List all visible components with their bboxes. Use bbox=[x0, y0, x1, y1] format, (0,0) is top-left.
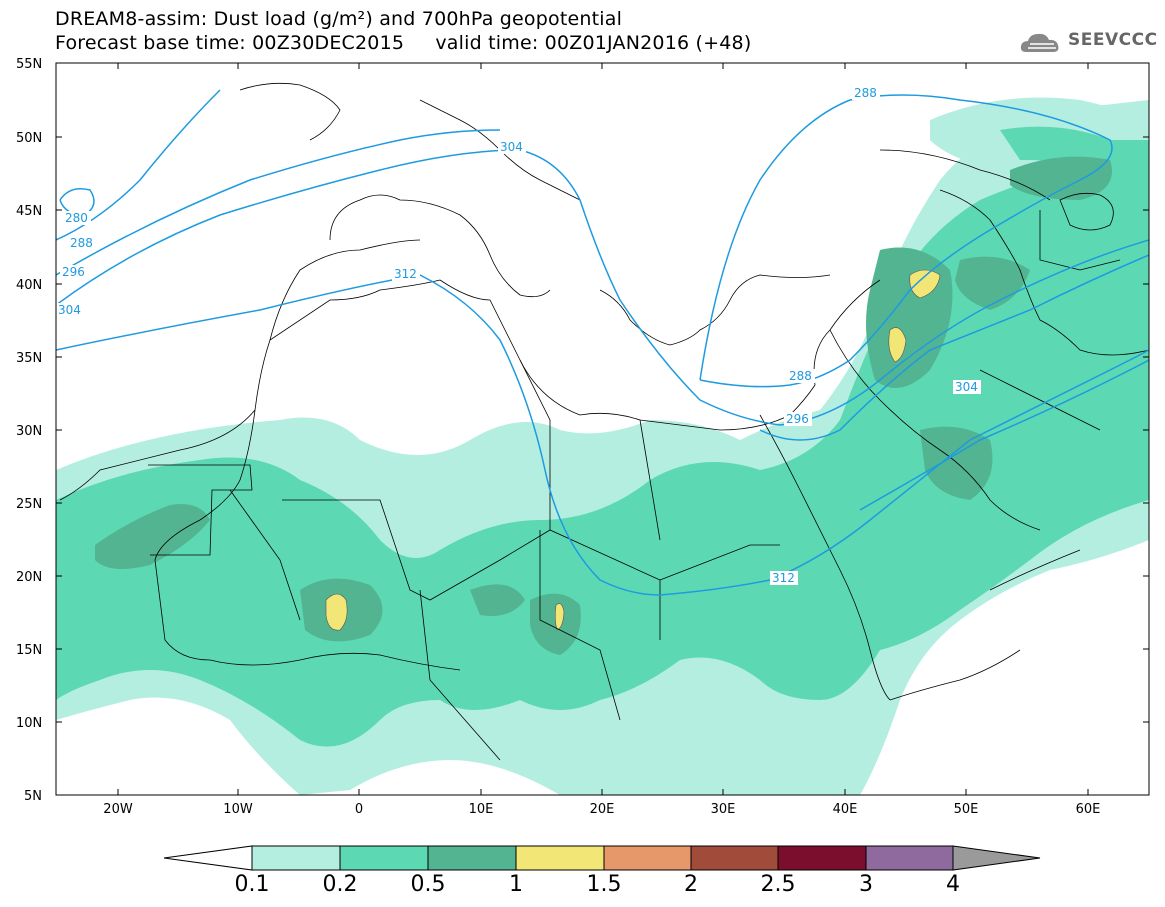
lat-label: 20N bbox=[16, 570, 42, 585]
colorbar-tick-label: 0.1 bbox=[235, 872, 270, 897]
dust-region-medium-ne bbox=[1000, 126, 1149, 170]
lat-label: 45N bbox=[16, 204, 42, 219]
dust-region-very-strong-iraq bbox=[888, 327, 907, 363]
logo-text: SEEVCCC bbox=[1068, 30, 1158, 50]
colorbar-swatch bbox=[865, 845, 954, 871]
seevccc-cloud-logo-icon bbox=[1020, 33, 1059, 52]
colorbar-swatch bbox=[339, 845, 429, 871]
colorbar-swatch bbox=[251, 845, 341, 871]
map-title: DREAM8-assim: Dust load (g/m²) and 700hP… bbox=[55, 8, 623, 30]
dust-load-field bbox=[56, 97, 1149, 795]
dust-region-strong-caspian bbox=[1010, 156, 1112, 200]
colorbar-tick-label: 1.5 bbox=[587, 872, 622, 897]
lon-label: 10W bbox=[223, 802, 253, 817]
lon-label: 50E bbox=[954, 802, 979, 817]
dust-region-strong-libya bbox=[470, 584, 525, 616]
contour-label: 296 bbox=[786, 412, 809, 426]
contour-label: 304 bbox=[500, 140, 523, 154]
lon-label: 60E bbox=[1076, 802, 1101, 817]
colorbar-tick-label: 0.5 bbox=[411, 872, 446, 897]
colorbar-swatch bbox=[603, 845, 692, 871]
colorbar-labels: 0.1 0.2 0.5 1 1.5 2 2.5 3 4 bbox=[235, 872, 961, 897]
map-subtitle: Forecast base time: 00Z30DEC2015 valid t… bbox=[55, 32, 752, 54]
lon-label: 40E bbox=[833, 802, 858, 817]
lon-label: 0 bbox=[355, 802, 363, 817]
contour-label: 288 bbox=[854, 86, 877, 100]
coastlines bbox=[59, 82, 1149, 761]
dust-region-strong-west bbox=[95, 504, 210, 569]
lat-label: 30N bbox=[16, 424, 42, 439]
contour-label: 280 bbox=[65, 211, 88, 225]
lon-label: 20E bbox=[590, 802, 615, 817]
lon-label: 20W bbox=[103, 802, 133, 817]
dust-region-strong-iran bbox=[955, 256, 1030, 310]
dust-region-very-strong-mali bbox=[325, 593, 348, 631]
colorbar-tick-label: 1 bbox=[509, 872, 523, 897]
contour-304-east bbox=[759, 254, 1149, 441]
longitude-labels: 20W 10W 0 10E 20E 30E 40E 50E 60E bbox=[103, 802, 1100, 817]
colorbar-tick-label: 0.2 bbox=[323, 872, 358, 897]
lat-label: 25N bbox=[16, 497, 42, 512]
colorbar-tick-label: 2 bbox=[684, 872, 698, 897]
dust-region-strong-chad bbox=[530, 593, 581, 655]
colorbar-tick-label: 3 bbox=[859, 872, 873, 897]
latitude-labels: 55N 50N 45N 40N 35N 30N 25N 20N 15N 10N … bbox=[16, 57, 42, 804]
lat-label: 5N bbox=[24, 789, 42, 804]
contour-312-east bbox=[859, 359, 1149, 511]
colorbar-swatch bbox=[427, 845, 517, 871]
lon-label: 10E bbox=[469, 802, 494, 817]
dust-region-very-strong-chad bbox=[554, 603, 565, 631]
contour-288-north bbox=[699, 94, 1113, 388]
geopotential-contours bbox=[56, 89, 1149, 596]
lat-label: 40N bbox=[16, 278, 42, 293]
contour-label: 288 bbox=[70, 236, 93, 250]
contour-label: 304 bbox=[955, 380, 978, 394]
colorbar bbox=[163, 845, 1041, 871]
lat-label: 15N bbox=[16, 643, 42, 658]
contour-296 bbox=[56, 129, 501, 276]
colorbar-swatch bbox=[515, 845, 605, 871]
contour-label: 296 bbox=[62, 265, 85, 279]
contour-label: 312 bbox=[394, 267, 417, 281]
colorbar-swatch bbox=[690, 845, 779, 871]
lat-label: 55N bbox=[16, 57, 42, 72]
contour-304-mid bbox=[56, 149, 1149, 426]
contour-288-west bbox=[56, 89, 221, 241]
colorbar-swatch bbox=[777, 845, 867, 871]
dust-region-strong-gulf bbox=[920, 426, 993, 500]
colorbar-tick-label: 2.5 bbox=[761, 872, 796, 897]
colorbar-tick-label: 4 bbox=[946, 872, 960, 897]
lat-label: 50N bbox=[16, 131, 42, 146]
lat-label: 10N bbox=[16, 716, 42, 731]
contour-label: 312 bbox=[772, 571, 795, 585]
colorbar-left-arrow bbox=[163, 845, 253, 871]
lat-label: 35N bbox=[16, 351, 42, 366]
contour-labels: 288 304 280 288 296 304 312 288 296 304 … bbox=[56, 86, 981, 585]
contour-label: 304 bbox=[58, 303, 81, 317]
contour-label: 288 bbox=[789, 369, 812, 383]
lon-label: 30E bbox=[711, 802, 736, 817]
contour-312 bbox=[56, 274, 1149, 596]
colorbar-right-arrow bbox=[952, 845, 1041, 871]
axis-ticks bbox=[56, 62, 1149, 796]
